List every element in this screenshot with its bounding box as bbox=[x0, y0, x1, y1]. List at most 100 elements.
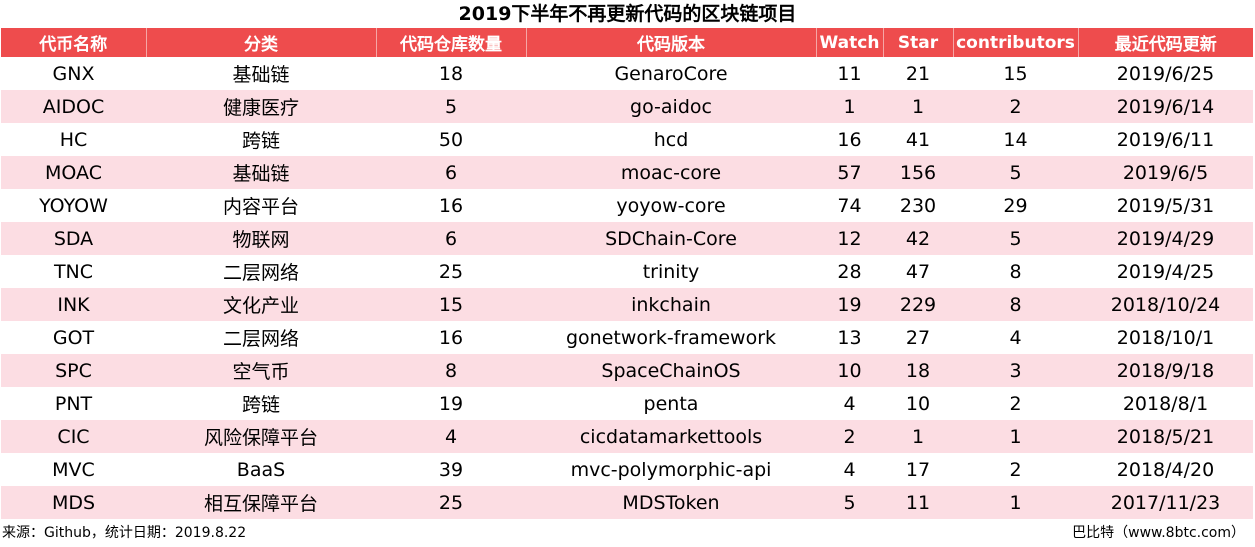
cell-category: 健康医疗 bbox=[146, 90, 376, 123]
column-header-last-update: 最近代码更新 bbox=[1078, 28, 1253, 57]
cell-repo-count: 16 bbox=[376, 321, 526, 354]
table-row: HC 跨链 50 hcd 16 41 14 2019/6/11 bbox=[1, 123, 1253, 156]
cell-star: 1 bbox=[883, 420, 953, 453]
cell-token-name: MVC bbox=[1, 453, 146, 486]
column-header-code-version: 代码版本 bbox=[526, 28, 817, 57]
cell-repo-count: 39 bbox=[376, 453, 526, 486]
cell-token-name: AIDOC bbox=[1, 90, 146, 123]
cell-code-version: penta bbox=[526, 387, 816, 420]
cell-contributors: 4 bbox=[953, 321, 1078, 354]
cell-category: 基础链 bbox=[146, 156, 376, 189]
cell-watch: 12 bbox=[816, 222, 883, 255]
cell-token-name: MDS bbox=[1, 486, 146, 519]
table-row: AIDOC 健康医疗 5 go-aidoc 1 1 2 2019/6/14 bbox=[1, 90, 1253, 123]
cell-watch: 10 bbox=[816, 354, 883, 387]
cell-code-version: SpaceChainOS bbox=[526, 354, 816, 387]
column-header-repo-count: 代码仓库数量 bbox=[376, 28, 527, 57]
cell-repo-count: 5 bbox=[376, 90, 526, 123]
cell-watch: 1 bbox=[816, 90, 883, 123]
credit-note: 巴比特（www.8btc.com） bbox=[1072, 525, 1245, 541]
project-table: 代币名称 分类 代码仓库数量 代码版本 Watch Star contribut… bbox=[1, 28, 1253, 519]
cell-last-update: 2019/6/25 bbox=[1078, 57, 1253, 90]
cell-last-update: 2018/5/21 bbox=[1078, 420, 1253, 453]
column-header-token-name: 代币名称 bbox=[1, 28, 147, 57]
cell-repo-count: 25 bbox=[376, 486, 526, 519]
cell-star: 1 bbox=[883, 90, 953, 123]
cell-category: 二层网络 bbox=[146, 321, 376, 354]
cell-watch: 13 bbox=[816, 321, 883, 354]
cell-watch: 5 bbox=[816, 486, 883, 519]
cell-repo-count: 16 bbox=[376, 189, 526, 222]
table-row: TNC 二层网络 25 trinity 28 47 8 2019/4/25 bbox=[1, 255, 1253, 288]
column-header-star: Star bbox=[883, 28, 954, 57]
cell-category: 文化产业 bbox=[146, 288, 376, 321]
cell-contributors: 8 bbox=[953, 255, 1078, 288]
cell-repo-count: 8 bbox=[376, 354, 526, 387]
cell-watch: 11 bbox=[816, 57, 883, 90]
table-row: MVC BaaS 39 mvc-polymorphic-api 4 17 2 2018/4/2… bbox=[1, 453, 1253, 486]
cell-code-version: mvc-polymorphic-api bbox=[526, 453, 816, 486]
cell-code-version: MDSToken bbox=[526, 486, 816, 519]
cell-repo-count: 6 bbox=[376, 222, 526, 255]
cell-contributors: 3 bbox=[953, 354, 1078, 387]
cell-contributors: 2 bbox=[953, 387, 1078, 420]
cell-code-version: hcd bbox=[526, 123, 816, 156]
cell-star: 41 bbox=[883, 123, 953, 156]
cell-code-version: yoyow-core bbox=[526, 189, 816, 222]
cell-token-name: PNT bbox=[1, 387, 146, 420]
column-header-contributors: contributors bbox=[953, 28, 1079, 57]
cell-watch: 4 bbox=[816, 453, 883, 486]
cell-category: 跨链 bbox=[146, 387, 376, 420]
table-row: GNX 基础链 18 GenaroCore 11 21 15 2019/6/25 bbox=[1, 57, 1253, 90]
table-row: YOYOW 内容平台 16 yoyow-core 74 230 29 2019/5/31 bbox=[1, 189, 1253, 222]
cell-watch: 57 bbox=[816, 156, 883, 189]
cell-last-update: 2018/4/20 bbox=[1078, 453, 1253, 486]
cell-star: 18 bbox=[883, 354, 953, 387]
cell-code-version: go-aidoc bbox=[526, 90, 816, 123]
cell-code-version: GenaroCore bbox=[526, 57, 816, 90]
cell-repo-count: 6 bbox=[376, 156, 526, 189]
cell-category: 跨链 bbox=[146, 123, 376, 156]
cell-repo-count: 18 bbox=[376, 57, 526, 90]
cell-watch: 4 bbox=[816, 387, 883, 420]
cell-watch: 28 bbox=[816, 255, 883, 288]
cell-contributors: 1 bbox=[953, 420, 1078, 453]
cell-star: 27 bbox=[883, 321, 953, 354]
source-note: 来源：Github，统计日期：2019.8.22 bbox=[2, 525, 247, 541]
cell-contributors: 2 bbox=[953, 453, 1078, 486]
cell-watch: 2 bbox=[816, 420, 883, 453]
cell-star: 229 bbox=[883, 288, 953, 321]
cell-star: 11 bbox=[883, 486, 953, 519]
cell-repo-count: 4 bbox=[376, 420, 526, 453]
header-row: 代币名称 分类 代码仓库数量 代码版本 Watch Star contribut… bbox=[1, 28, 1253, 57]
table-row: MDS 相互保障平台 25 MDSToken 5 11 1 2017/11/23 bbox=[1, 486, 1253, 519]
cell-repo-count: 50 bbox=[376, 123, 526, 156]
cell-star: 21 bbox=[883, 57, 953, 90]
table-row: SPC 空气币 8 SpaceChainOS 10 18 3 2018/9/18 bbox=[1, 354, 1253, 387]
cell-last-update: 2019/4/25 bbox=[1078, 255, 1253, 288]
cell-code-version: moac-core bbox=[526, 156, 816, 189]
cell-contributors: 29 bbox=[953, 189, 1078, 222]
cell-star: 10 bbox=[883, 387, 953, 420]
cell-code-version: cicdatamarkettools bbox=[526, 420, 816, 453]
cell-star: 47 bbox=[883, 255, 953, 288]
cell-category: 风险保障平台 bbox=[146, 420, 376, 453]
table-row: GOT 二层网络 16 gonetwork-framework 13 27 4 2018/10… bbox=[1, 321, 1253, 354]
cell-last-update: 2017/11/23 bbox=[1078, 486, 1253, 519]
table-row: SDA 物联网 6 SDChain-Core 12 42 5 2019/4/29 bbox=[1, 222, 1253, 255]
cell-repo-count: 25 bbox=[376, 255, 526, 288]
table-title: 2019下半年不再更新代码的区块链项目 bbox=[458, 3, 797, 25]
cell-contributors: 1 bbox=[953, 486, 1078, 519]
cell-watch: 16 bbox=[816, 123, 883, 156]
cell-star: 230 bbox=[883, 189, 953, 222]
cell-last-update: 2019/4/29 bbox=[1078, 222, 1253, 255]
cell-category: 二层网络 bbox=[146, 255, 376, 288]
table-row: INK 文化产业 15 inkchain 19 229 8 2018/10/24 bbox=[1, 288, 1253, 321]
cell-token-name: SPC bbox=[1, 354, 146, 387]
table-row: CIC 风险保障平台 4 cicdatamarkettools 2 1 1 2018/5/21 bbox=[1, 420, 1253, 453]
cell-star: 17 bbox=[883, 453, 953, 486]
cell-category: 物联网 bbox=[146, 222, 376, 255]
cell-contributors: 8 bbox=[953, 288, 1078, 321]
cell-last-update: 2018/10/24 bbox=[1078, 288, 1253, 321]
cell-contributors: 14 bbox=[953, 123, 1078, 156]
